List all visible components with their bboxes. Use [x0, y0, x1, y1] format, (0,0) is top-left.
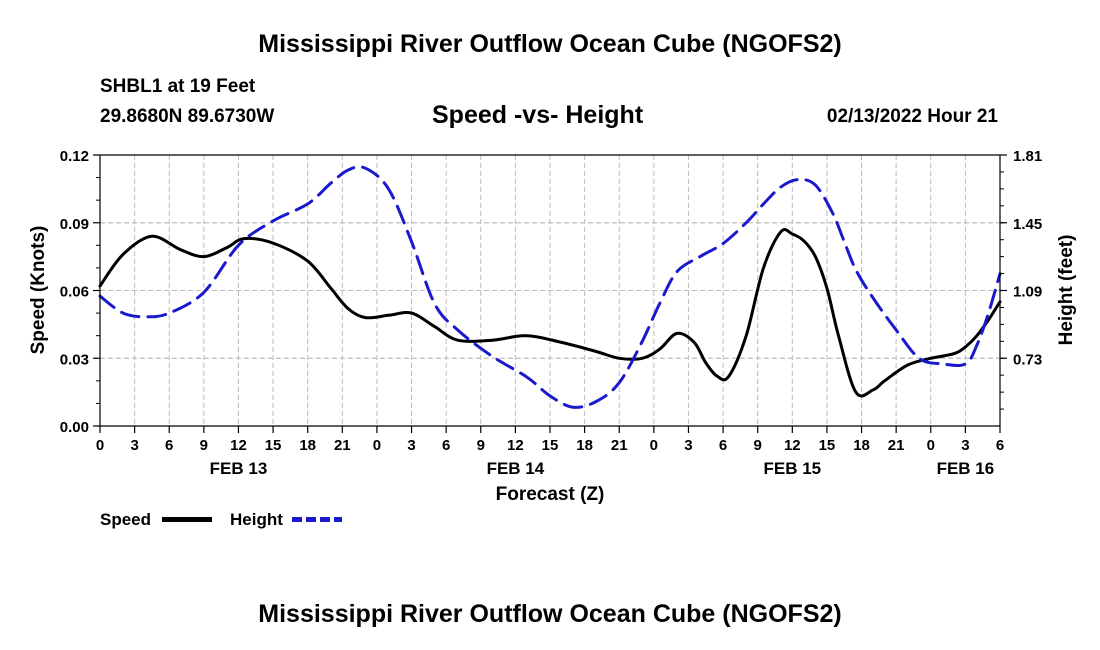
footer-title: Mississippi River Outflow Ocean Cube (NG…: [258, 600, 842, 628]
y2-tick-label: 1.45: [1013, 216, 1042, 233]
y2-axis-label: Height (feet): [1056, 235, 1077, 346]
x-tick-label: 0: [927, 437, 935, 454]
y-tick-label: 0.00: [60, 419, 89, 436]
legend-height-label: Height: [230, 510, 283, 529]
y2-tick-label: 1.81: [1013, 148, 1042, 165]
series-layer: [98, 165, 1002, 409]
x-tick-label: 6: [996, 437, 1004, 454]
series-line-speed: [98, 228, 1002, 398]
y-tick-label: 0.03: [60, 351, 89, 368]
x-tick-label: 18: [299, 437, 316, 454]
y2-tick-label: 1.09: [1013, 284, 1042, 301]
chart-subtitle: Speed -vs- Height: [432, 101, 644, 129]
coordinates-label: 29.8680N 89.6730W: [100, 106, 275, 127]
station-label: SHBL1 at 19 Feet: [100, 76, 256, 97]
x-tick-label: 3: [407, 437, 415, 454]
x-tick-label: 0: [373, 437, 381, 454]
x-tick-label: 12: [230, 437, 247, 454]
speed-height-chart: 0.00 0.03 0.06 0.09 0.12 0.73 1.09 1.45 1.81 0 3 6 9…: [28, 148, 1077, 529]
date-label: FEB 16: [937, 459, 995, 478]
y2-tick-label: 0.73: [1013, 351, 1042, 368]
chart-title: Mississippi River Outflow Ocean Cube (NG…: [258, 30, 842, 58]
x-tick-label: 6: [442, 437, 450, 454]
legend-speed-label: Speed: [100, 510, 151, 529]
axes: 0.00 0.03 0.06 0.09 0.12 0.73 1.09 1.45 1.81 0 3 6 9…: [60, 148, 1042, 478]
y-tick-label: 0.09: [60, 216, 89, 233]
grid: [100, 154, 1000, 426]
x-tick-label: 15: [819, 437, 836, 454]
x-tick-label: 0: [650, 437, 658, 454]
x-tick-label: 3: [130, 437, 138, 454]
x-tick-label: 21: [334, 437, 351, 454]
legend: Speed Height: [100, 510, 342, 529]
y-axis-label: Speed (Knots): [28, 226, 49, 355]
x-tick-label: 21: [611, 437, 628, 454]
x-tick-label: 9: [200, 437, 208, 454]
x-tick-label: 3: [684, 437, 692, 454]
series-line-height: [98, 165, 1002, 409]
x-tick-label: 12: [507, 437, 524, 454]
y-tick-label: 0.12: [60, 148, 89, 165]
x-tick-label: 15: [265, 437, 282, 454]
date-label: FEB 14: [487, 459, 545, 478]
datetime-label: 02/13/2022 Hour 21: [826, 106, 998, 127]
date-label: FEB 15: [763, 459, 821, 478]
x-tick-label: 9: [477, 437, 485, 454]
x-tick-label: 18: [576, 437, 593, 454]
x-tick-label: 3: [961, 437, 969, 454]
x-axis-label: Forecast (Z): [496, 484, 605, 505]
x-tick-label: 6: [165, 437, 173, 454]
y-tick-label: 0.06: [60, 284, 89, 301]
x-tick-label: 12: [784, 437, 801, 454]
date-label: FEB 13: [210, 459, 268, 478]
x-tick-label: 21: [888, 437, 905, 454]
x-tick-label: 9: [754, 437, 762, 454]
x-tick-label: 6: [719, 437, 727, 454]
x-tick-label: 18: [853, 437, 870, 454]
x-tick-label: 15: [542, 437, 559, 454]
x-tick-label: 0: [96, 437, 104, 454]
